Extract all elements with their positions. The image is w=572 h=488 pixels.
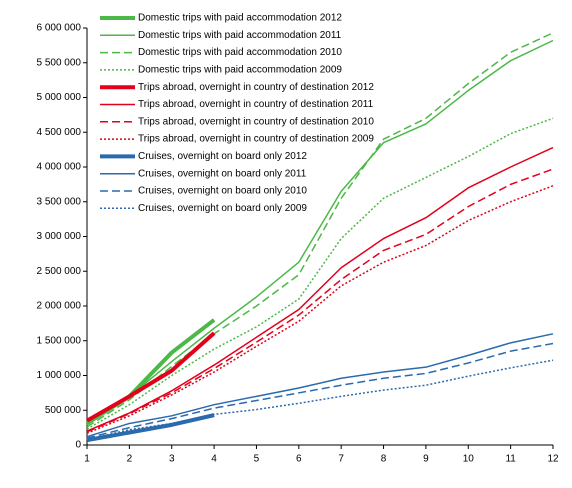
y-tick-label: 2 000 000 (37, 301, 82, 312)
series-line (86, 39, 554, 426)
series-line (86, 146, 554, 432)
series-line (86, 359, 554, 441)
y-tick-label: 1 500 000 (37, 335, 82, 346)
y-tick-label: 2 500 000 (37, 266, 82, 277)
legend-label: Trips abroad, overnight in country of de… (138, 134, 374, 145)
legend-label: Domestic trips with paid accommodation 2… (138, 65, 342, 76)
series-line (86, 168, 554, 433)
x-tick-label: 12 (547, 454, 559, 465)
legend-label: Trips abroad, overnight in country of de… (138, 116, 374, 127)
series-line (86, 331, 216, 423)
x-tick-label: 9 (423, 454, 429, 465)
x-tick-label: 8 (381, 454, 387, 465)
legend-label: Cruises, overnight on board only 2010 (138, 186, 307, 197)
x-tick-label: 2 (127, 454, 133, 465)
y-tick-label: 6 000 000 (37, 23, 82, 34)
x-tick-label: 4 (211, 454, 217, 465)
x-tick-label: 5 (254, 454, 260, 465)
series-line (86, 117, 554, 430)
x-tick-label: 6 (296, 454, 302, 465)
legend-label: Domestic trips with paid accommodation 2… (138, 30, 342, 41)
legend-label: Cruises, overnight on board only 2009 (138, 203, 307, 214)
y-tick-label: 5 000 000 (37, 92, 82, 103)
y-tick-label: 500 000 (45, 405, 82, 416)
legend-label: Domestic trips with paid accommodation 2… (138, 47, 342, 58)
series-line (86, 342, 554, 439)
legend-label: Trips abroad, overnight in country of de… (138, 82, 374, 93)
x-tick-label: 10 (463, 454, 475, 465)
legend-label: Cruises, overnight on board only 2011 (138, 168, 307, 179)
legend-label: Trips abroad, overnight in country of de… (138, 99, 374, 110)
x-tick-label: 1 (84, 454, 90, 465)
x-tick-label: 3 (169, 454, 175, 465)
y-tick-label: 4 500 000 (37, 127, 82, 138)
y-tick-label: 3 000 000 (37, 231, 82, 242)
y-tick-label: 0 (75, 440, 81, 451)
y-tick-label: 5 500 000 (37, 57, 82, 68)
series-line (86, 32, 554, 428)
x-tick-label: 11 (505, 454, 516, 465)
legend-label: Domestic trips with paid accommodation 2… (138, 13, 342, 24)
series-line (86, 185, 554, 434)
series-line (86, 413, 215, 443)
series-line (86, 333, 554, 438)
legend-label: Cruises, overnight on board only 2012 (138, 151, 307, 162)
y-tick-label: 4 000 000 (37, 162, 82, 173)
y-tick-label: 3 500 000 (37, 196, 82, 207)
x-tick-label: 7 (338, 454, 344, 465)
y-tick-label: 1 000 000 (37, 370, 82, 381)
